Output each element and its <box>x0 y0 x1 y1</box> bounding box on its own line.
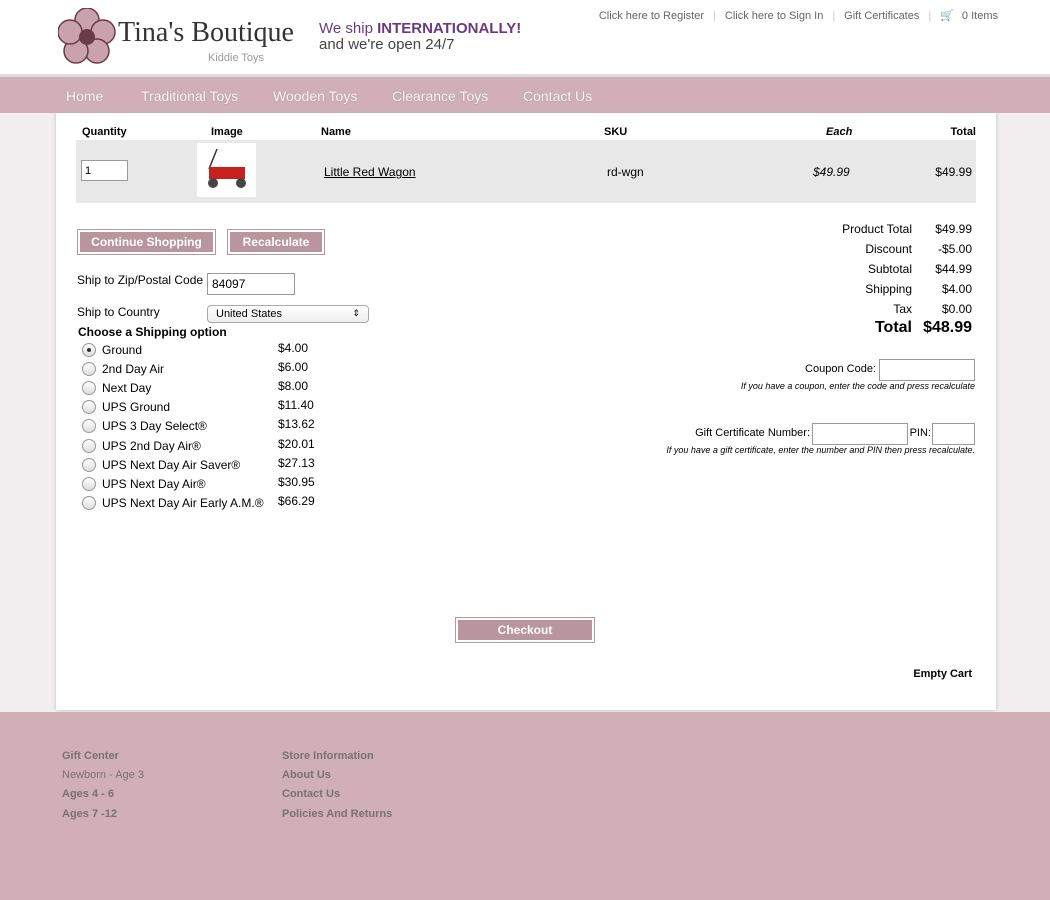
top-links: Click here to Register | Click here to Si… <box>598 9 998 23</box>
quantity-input[interactable] <box>81 160 128 181</box>
sign-in-link[interactable]: Click here to Sign In <box>724 9 824 22</box>
shipping-option[interactable]: Next Day <box>82 381 151 396</box>
gift-certificate-label: Gift Certificate Number: <box>695 427 810 439</box>
shipping-option-price: $8.00 <box>278 379 309 394</box>
logo-title: Tina's Boutique <box>118 17 294 48</box>
shipping-option-price: $66.29 <box>278 493 315 508</box>
radio-button[interactable] <box>82 495 96 510</box>
gift-certificate-input[interactable] <box>812 423 908 445</box>
product-each-price: $49.99 <box>813 165 850 179</box>
header: Tina's Boutique Kiddie Toys We ship INTE… <box>0 0 1050 74</box>
header-name: Name <box>321 126 351 138</box>
footer-link-about-us[interactable]: About Us <box>282 769 331 781</box>
header-image: Image <box>211 126 243 138</box>
totals-row: Tax $0.00 <box>893 302 972 316</box>
totals-row: Subtotal $44.99 <box>867 262 972 276</box>
main-nav: Home Traditional Toys Wooden Toys Cleara… <box>0 74 1050 113</box>
country-select[interactable]: United States ⇕ <box>207 305 369 323</box>
shipping-option-price: $6.00 <box>278 360 309 375</box>
flower-logo-icon <box>58 8 116 64</box>
cart-icon[interactable]: 🛒 <box>940 10 954 22</box>
radio-button[interactable] <box>82 362 96 377</box>
zip-input[interactable] <box>207 273 295 295</box>
radio-button[interactable] <box>82 381 96 396</box>
footer-link-ages-7-12[interactable]: Ages 7 -12 <box>62 808 118 820</box>
nav-traditional-toys[interactable]: Traditional Toys <box>141 88 239 104</box>
header-quantity: Quantity <box>82 126 127 138</box>
footer-gift-center: Gift Center <box>62 750 119 762</box>
continue-shopping-button[interactable]: Continue Shopping <box>77 229 216 255</box>
grand-total: Total $48.99 <box>874 319 972 336</box>
product-total: $49.99 <box>935 165 972 179</box>
coupon-input[interactable] <box>879 359 975 381</box>
header-each: Each <box>826 126 853 138</box>
footer-link-contact-us[interactable]: Contact Us <box>282 788 341 800</box>
zip-label: Ship to Zip/Postal Code <box>77 273 204 287</box>
header-sku: SKU <box>604 126 628 138</box>
footer-link-newborn[interactable]: Newborn - Age 3 <box>62 769 144 781</box>
header-total: Total <box>950 126 976 138</box>
product-sku: rd-wgn <box>607 165 644 179</box>
radio-button[interactable] <box>82 400 96 415</box>
logo-subtitle: Kiddie Toys <box>208 52 265 64</box>
shipping-option-price: $4.00 <box>278 341 309 355</box>
shipping-option-price: $11.40 <box>278 398 314 413</box>
shipping-option[interactable]: Ground <box>82 343 142 357</box>
radio-button[interactable] <box>82 476 96 491</box>
shipping-option[interactable]: UPS 2nd Day Air® <box>82 438 201 453</box>
table-row: Little Red Wagon rd-wgn $49.99 $49.99 <box>76 140 976 203</box>
nav-home[interactable]: Home <box>66 88 104 104</box>
tagline: We ship INTERNATIONALLY! and we're open … <box>319 20 522 53</box>
totals-row: Shipping $4.00 <box>865 282 972 296</box>
shipping-option-price: $30.95 <box>278 474 315 489</box>
nav-wooden-toys[interactable]: Wooden Toys <box>273 88 358 104</box>
footer: Gift Center Newborn - Age 3 Ages 4 - 6 A… <box>0 712 1050 900</box>
nav-contact-us[interactable]: Contact Us <box>523 88 593 104</box>
radio-button[interactable] <box>82 438 96 453</box>
footer-link-policies[interactable]: Policies And Returns <box>282 808 393 820</box>
shipping-option-price: $13.62 <box>278 417 315 432</box>
totals-row: Discount -$5.00 <box>865 242 972 256</box>
recalculate-button[interactable]: Recalculate <box>227 229 325 255</box>
checkout-button[interactable]: Checkout <box>455 617 595 643</box>
nav-clearance-toys[interactable]: Clearance Toys <box>392 88 489 104</box>
logo[interactable]: Tina's Boutique Kiddie Toys <box>58 8 308 68</box>
product-image[interactable] <box>197 143 256 197</box>
totals-row: Product Total $49.99 <box>842 222 972 236</box>
red-wagon-icon <box>208 148 246 188</box>
shipping-option[interactable]: UPS Next Day Air Saver® <box>82 457 240 472</box>
shipping-option-price: $20.01 <box>278 436 315 451</box>
shipping-option[interactable]: 2nd Day Air <box>82 362 164 377</box>
shipping-option-price: $27.13 <box>278 455 315 470</box>
shipping-options-title: Choose a Shipping option <box>78 325 227 339</box>
shipping-option[interactable]: UPS Next Day Air Early A.M.® <box>82 495 264 510</box>
footer-link-ages-4-6[interactable]: Ages 4 - 6 <box>62 788 114 800</box>
footer-store-information: Store Information <box>282 750 374 762</box>
radio-button[interactable] <box>82 457 96 472</box>
cart-panel: Quantity Image Name SKU Each Total Littl… <box>56 113 996 710</box>
gift-certificate-note: If you have a gift certificate, enter th… <box>666 445 975 455</box>
product-name-link[interactable]: Little Red Wagon <box>324 165 416 179</box>
radio-button[interactable] <box>82 343 96 357</box>
pin-input[interactable] <box>932 423 975 445</box>
shipping-option[interactable]: UPS Next Day Air® <box>82 476 206 491</box>
coupon-note: If you have a coupon, enter the code and… <box>740 381 975 391</box>
radio-button[interactable] <box>82 419 96 434</box>
shipping-option[interactable]: UPS 3 Day Select® <box>82 419 207 434</box>
pin-label: PIN: <box>909 427 931 439</box>
empty-cart-link[interactable]: Empty Cart <box>913 668 972 680</box>
country-label: Ship to Country <box>77 305 160 319</box>
gift-certificates-link[interactable]: Gift Certificates <box>844 9 920 22</box>
shipping-option[interactable]: UPS Ground <box>82 400 170 415</box>
select-arrows-icon: ⇕ <box>352 308 360 318</box>
cart-items-link[interactable]: 0 Items <box>961 9 998 22</box>
register-link[interactable]: Click here to Register <box>598 9 705 22</box>
coupon-label: Coupon Code: <box>805 363 876 375</box>
